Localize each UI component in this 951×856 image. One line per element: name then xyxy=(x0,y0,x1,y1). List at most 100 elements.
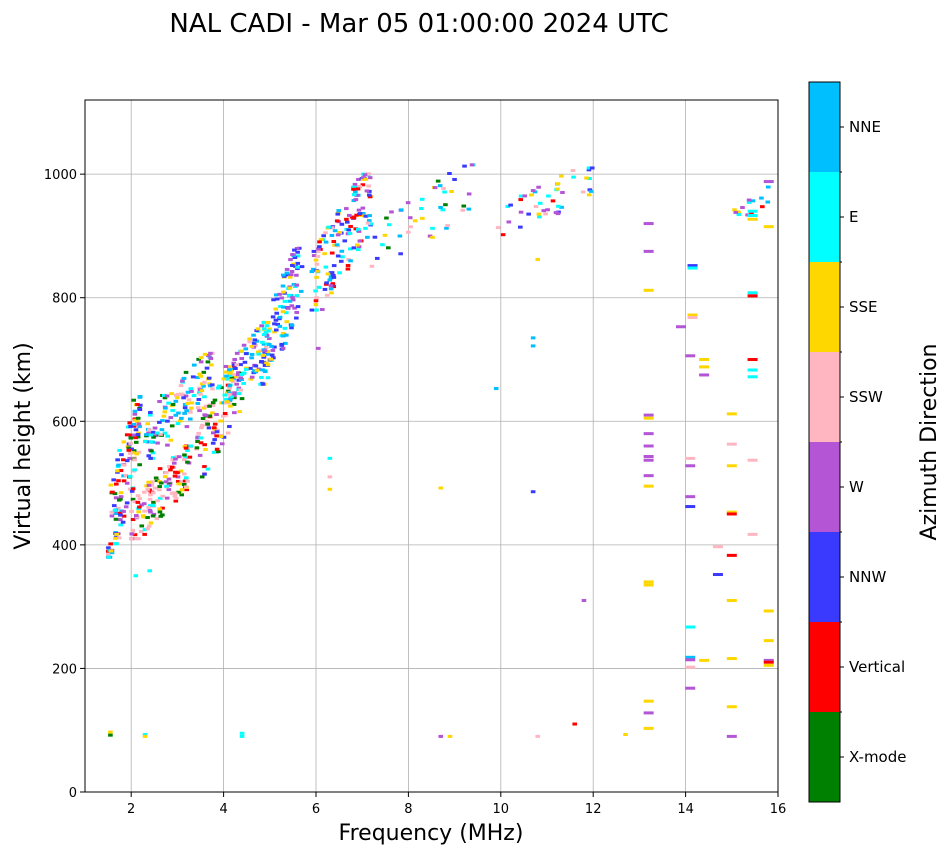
echo-mark xyxy=(249,375,255,379)
echo-mark xyxy=(278,304,283,308)
echo-mark xyxy=(131,422,137,426)
echo-mark xyxy=(179,480,185,484)
echo-mark xyxy=(263,330,269,334)
echo-mark xyxy=(262,370,268,374)
echo-mark xyxy=(169,392,174,396)
echo-mark xyxy=(342,239,348,243)
echo-mark xyxy=(261,342,267,346)
echo-mark xyxy=(225,389,231,393)
echo-mark xyxy=(363,177,369,181)
echo-mark xyxy=(295,254,301,258)
echo-mark xyxy=(135,433,141,437)
echo-mark xyxy=(114,469,120,473)
echo-mark xyxy=(239,397,245,401)
echo-mark xyxy=(447,734,453,738)
echo-mark xyxy=(231,402,237,406)
echo-mark xyxy=(184,488,190,492)
echo-mark xyxy=(398,208,404,212)
echo-mark xyxy=(226,393,231,397)
echo-mark xyxy=(124,459,130,463)
echo-mark xyxy=(234,363,240,367)
echo-mark xyxy=(353,198,359,202)
echo-mark xyxy=(108,542,113,546)
echo-mark xyxy=(212,422,218,426)
echo-mark xyxy=(287,275,293,279)
echo-mark xyxy=(180,379,185,383)
echo-mark xyxy=(114,542,119,546)
echo-mark xyxy=(366,193,372,197)
echo-mark xyxy=(163,480,169,484)
echo-mark xyxy=(222,411,228,415)
echo-mark xyxy=(173,457,178,461)
echo-mark xyxy=(643,288,654,292)
echo-mark xyxy=(253,343,258,347)
echo-mark xyxy=(309,270,315,274)
echo-mark xyxy=(493,387,499,391)
echo-mark xyxy=(353,190,358,194)
echo-mark xyxy=(239,356,245,360)
echo-mark xyxy=(205,360,211,364)
echo-mark xyxy=(110,490,115,494)
echo-mark xyxy=(243,367,249,371)
echo-mark xyxy=(132,409,138,413)
echo-mark xyxy=(270,348,276,352)
echo-mark xyxy=(367,214,372,218)
echo-mark xyxy=(182,411,187,415)
echo-mark xyxy=(241,343,247,347)
echo-mark xyxy=(144,433,149,437)
echo-mark xyxy=(344,220,350,224)
echo-mark xyxy=(360,177,366,181)
echo-mark xyxy=(746,200,752,204)
echo-mark xyxy=(282,299,288,303)
echo-mark xyxy=(118,513,123,517)
echo-mark xyxy=(331,273,336,277)
echo-mark xyxy=(356,229,362,233)
echo-mark xyxy=(219,401,224,405)
echo-mark xyxy=(346,228,352,232)
echo-mark xyxy=(194,446,200,450)
echo-mark xyxy=(328,284,334,288)
echo-mark xyxy=(288,258,293,262)
echo-mark xyxy=(315,254,321,258)
echo-mark xyxy=(113,511,118,515)
echo-mark xyxy=(290,264,295,268)
echo-mark xyxy=(145,422,150,426)
echo-mark xyxy=(157,399,162,403)
echo-mark xyxy=(747,291,758,295)
echo-mark xyxy=(226,391,232,395)
echo-mark xyxy=(327,456,333,460)
echo-mark xyxy=(270,315,276,319)
echo-mark xyxy=(265,376,271,380)
echo-mark xyxy=(237,410,242,414)
echo-mark xyxy=(350,185,356,189)
echo-mark xyxy=(128,537,134,541)
echo-mark xyxy=(364,189,370,193)
echo-mark xyxy=(351,216,357,220)
echo-mark xyxy=(136,510,141,514)
echo-mark xyxy=(587,188,593,192)
echo-mark xyxy=(176,411,181,415)
echo-mark xyxy=(324,293,330,297)
echo-mark xyxy=(209,363,214,367)
echo-mark xyxy=(183,476,189,480)
echo-mark xyxy=(337,271,342,275)
echo-mark xyxy=(555,187,560,191)
echo-mark xyxy=(272,322,277,326)
echo-mark xyxy=(726,657,737,661)
echo-mark xyxy=(291,282,297,286)
echo-mark xyxy=(243,352,249,356)
echo-mark xyxy=(316,346,321,350)
echo-mark xyxy=(260,368,265,372)
echo-mark xyxy=(530,490,536,494)
echo-mark xyxy=(195,401,201,405)
echo-mark xyxy=(227,368,232,372)
echo-mark xyxy=(326,225,331,229)
echo-mark xyxy=(148,410,153,414)
echo-mark xyxy=(221,401,227,405)
echo-mark xyxy=(366,172,372,176)
echo-mark xyxy=(321,234,326,238)
echo-mark xyxy=(750,199,756,203)
echo-mark xyxy=(227,398,233,402)
echo-mark xyxy=(234,382,239,386)
echo-mark xyxy=(157,485,162,489)
